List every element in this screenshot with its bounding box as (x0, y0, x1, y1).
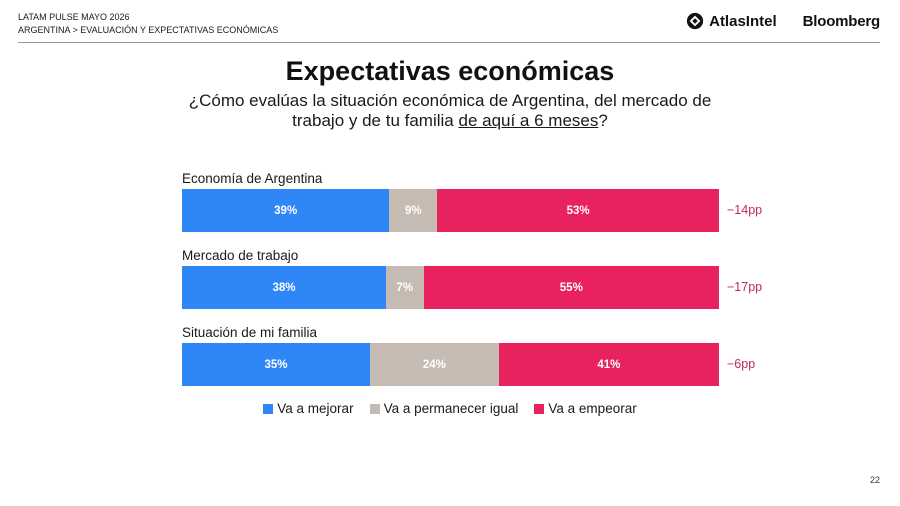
bar-segment-mejorar: 38% (182, 266, 387, 309)
atlasintel-icon (687, 12, 704, 30)
report-title: LATAM PULSE MAYO 2026 (18, 12, 130, 22)
atlasintel-name: AtlasIntel (709, 12, 777, 30)
legend-label: Va a permanecer igual (383, 401, 519, 416)
legend-label: Va a mejorar (277, 401, 354, 416)
stacked-bar: 38% 7% 55% (182, 266, 719, 309)
subtitle-underlined: de aquí a 6 meses (458, 111, 599, 130)
net-value: −14pp (727, 203, 763, 217)
stacked-bar: 39% 9% 53% (182, 189, 719, 232)
legend-swatch (369, 403, 380, 414)
bar-segment-igual: 7% (386, 266, 424, 309)
bar-segment-mejorar: 35% (182, 343, 370, 386)
bar-segment-empeorar: 55% (423, 266, 719, 309)
subtitle-end: ? (598, 111, 608, 130)
category-label: Economía de Argentina (182, 171, 323, 186)
bar-segment-igual: 24% (369, 343, 499, 386)
legend-swatch (263, 403, 274, 414)
breadcrumb: ARGENTINA > EVALUACIÓN Y EXPECTATIVAS EC… (18, 25, 279, 35)
net-value: −17pp (727, 280, 763, 294)
page-subtitle: ¿Cómo evalúas la situación económica de … (180, 91, 720, 131)
subtitle-text: ¿Cómo evalúas la situación económica de … (188, 91, 712, 130)
net-value: −6pp (727, 357, 756, 371)
stacked-bar: 35% 24% 41% (182, 343, 719, 386)
legend-item-igual: Va a permanecer igual (369, 401, 519, 416)
report-header: LATAM PULSE MAYO 2026 ARGENTINA > EVALUA… (18, 11, 278, 37)
legend-swatch (534, 403, 545, 414)
page-title: Expectativas económicas (285, 56, 615, 86)
bar-segment-mejorar: 39% (182, 189, 390, 232)
category-label: Mercado de trabajo (182, 248, 299, 263)
legend-item-mejorar: Va a mejorar (263, 401, 354, 416)
category-label: Situación de mi familia (182, 325, 318, 340)
bar-segment-igual: 9% (389, 189, 438, 232)
bar-segment-empeorar: 53% (437, 189, 719, 232)
legend-label: Va a empeorar (548, 401, 637, 416)
header-divider (18, 42, 880, 43)
bar-segment-empeorar: 41% (498, 343, 719, 386)
bloomberg-logo: Bloomberg (802, 12, 881, 30)
page-number: 22 (869, 475, 880, 485)
atlasintel-logo: AtlasIntel (686, 12, 777, 30)
chart-legend: Va a mejorar Va a permanecer igual Va a … (0, 401, 900, 416)
brand-logos: AtlasIntel Bloomberg (686, 12, 880, 30)
legend-item-empeorar: Va a empeorar (534, 401, 637, 416)
